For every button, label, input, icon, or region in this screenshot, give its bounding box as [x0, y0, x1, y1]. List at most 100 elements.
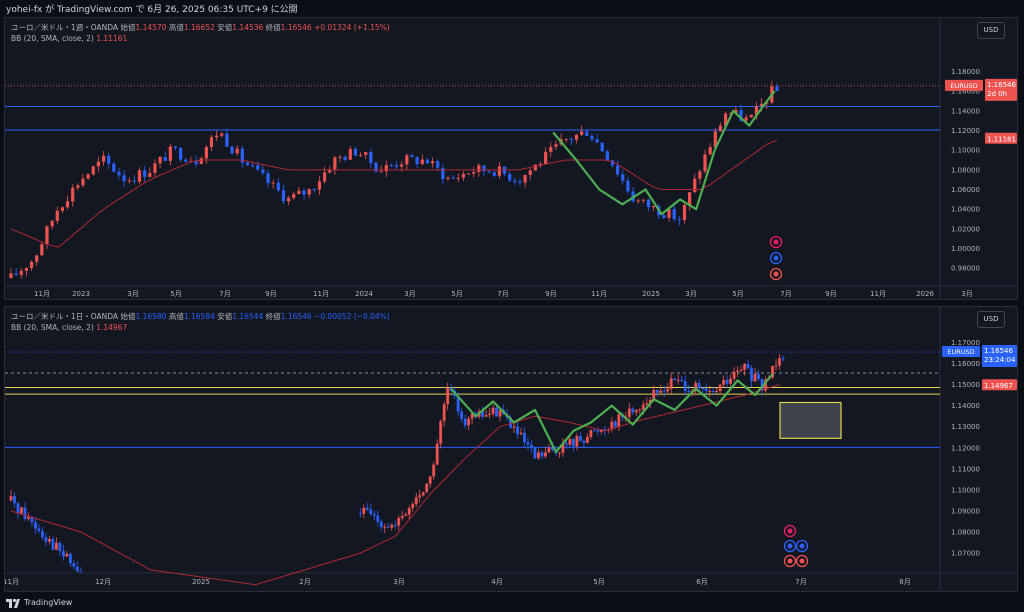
caption-bar: yohei-fx が TradingView.com で 6月 26, 2025… — [0, 0, 1024, 16]
open-label: 始値 — [120, 312, 136, 321]
candle-body — [523, 174, 527, 183]
candle-body — [101, 155, 106, 162]
weekly-chart-pane[interactable]: 1.18000 1.16000 1.14000 1.12000 1.10000 1.080… — [4, 17, 1018, 300]
daily-chart-canvas[interactable]: 1.17000 1.16000 1.15000 1.14000 1.13000 1.120… — [5, 307, 1017, 591]
event-icon-dot — [799, 558, 805, 564]
candle-body — [425, 159, 430, 164]
candle-body — [634, 410, 638, 413]
weekly-bb-legend: BB (20, SMA, close, 2) 1.11161 — [11, 34, 127, 43]
candle-body — [554, 144, 558, 147]
candle-body — [50, 220, 54, 227]
candle-body — [697, 382, 701, 389]
candle-body — [16, 503, 20, 514]
candle-body — [400, 164, 404, 167]
candle-body — [215, 135, 219, 138]
candle-body — [204, 147, 208, 159]
candle-body — [302, 190, 306, 195]
candle-body — [362, 507, 366, 514]
low-label: 安値 — [217, 312, 233, 321]
candle-body — [530, 444, 533, 448]
candle-body — [184, 159, 188, 162]
candle-body — [533, 164, 537, 171]
candle-body — [666, 388, 670, 392]
price-axis-label: 1.11000 — [951, 465, 980, 473]
event-icon-dot — [773, 271, 779, 277]
time-axis-label: 6月 — [696, 578, 707, 586]
candle-body — [137, 170, 142, 182]
time-axis-label: 8月 — [899, 578, 910, 586]
price-axis-label: 1.00000 — [951, 245, 980, 253]
change-value: −0.00052 (−0.04%) — [314, 312, 390, 321]
candle-body — [775, 86, 779, 92]
high-label: 高値 — [168, 23, 184, 32]
candle-body — [488, 413, 491, 416]
daily-chart-pane[interactable]: 1.17000 1.16000 1.15000 1.14000 1.13000 1.120… — [4, 306, 1018, 592]
candle-body — [194, 161, 198, 164]
candle-body — [484, 415, 488, 417]
candle-body — [71, 187, 75, 202]
currency-button[interactable]: USD — [977, 311, 1005, 328]
candle-body — [574, 134, 579, 140]
candle-body — [179, 148, 183, 160]
close-label: 終値 — [265, 23, 281, 32]
candle-body — [516, 426, 519, 435]
candle-body — [55, 210, 59, 221]
candle-body — [225, 133, 229, 147]
candle-body — [404, 514, 408, 517]
candle-body — [734, 109, 738, 114]
bb-value: 1.14967 — [96, 323, 128, 332]
candle-body — [600, 142, 604, 152]
price-axis-label: 1.17000 — [951, 339, 980, 347]
weekly-chart-canvas[interactable]: 1.18000 1.16000 1.14000 1.12000 1.10000 1.080… — [5, 18, 1017, 299]
price-axis-label: 1.14000 — [951, 107, 980, 115]
time-axis-label: 12月 — [95, 578, 111, 586]
candle-body — [652, 389, 656, 401]
time-axis-label: 2025 — [642, 290, 660, 298]
high-value: 1.16584 — [183, 312, 215, 321]
candle-body — [676, 379, 680, 381]
candle-body — [461, 173, 466, 178]
candle-body — [23, 507, 27, 519]
candle-body — [603, 429, 607, 431]
candle-body — [369, 151, 373, 164]
candle-body — [518, 181, 522, 183]
close-label: 終値 — [265, 312, 281, 321]
candle-body — [757, 374, 760, 379]
candle-body — [466, 173, 471, 175]
candle-body — [24, 268, 29, 271]
candle-body — [328, 169, 332, 173]
candle-body — [519, 432, 523, 435]
candle-body — [680, 379, 684, 381]
candle-body — [470, 413, 474, 419]
candle-body — [72, 563, 76, 567]
time-axis-label: 11月 — [5, 578, 19, 586]
bollinger-basis-line — [10, 139, 778, 248]
candle-body — [613, 421, 617, 427]
candle-body — [446, 387, 450, 405]
candle-body — [736, 370, 739, 372]
currency-button[interactable]: USD — [977, 22, 1005, 39]
price-tag-value: 1.16546 — [987, 81, 1016, 89]
candle-body — [645, 403, 649, 405]
candle-body — [369, 509, 373, 514]
candle-body — [746, 363, 750, 368]
time-axis-label: 7月 — [780, 290, 791, 298]
candle-body — [568, 439, 572, 445]
candle-body — [153, 163, 157, 173]
candle-body — [621, 174, 625, 181]
candle-body — [287, 197, 291, 202]
candle-body — [41, 531, 44, 538]
candle-body — [312, 189, 316, 191]
tradingview-logo-icon — [6, 598, 20, 608]
candle-body — [508, 173, 512, 181]
candle-body — [513, 180, 517, 182]
time-axis-label: 3月 — [685, 290, 696, 298]
candle-body — [397, 517, 401, 526]
candle-body — [432, 464, 436, 477]
candle-body — [394, 165, 399, 167]
candle-body — [230, 146, 234, 154]
candle-body — [405, 155, 409, 165]
candle-body — [91, 166, 95, 175]
candle-body — [463, 418, 467, 426]
candle-body — [168, 146, 172, 161]
